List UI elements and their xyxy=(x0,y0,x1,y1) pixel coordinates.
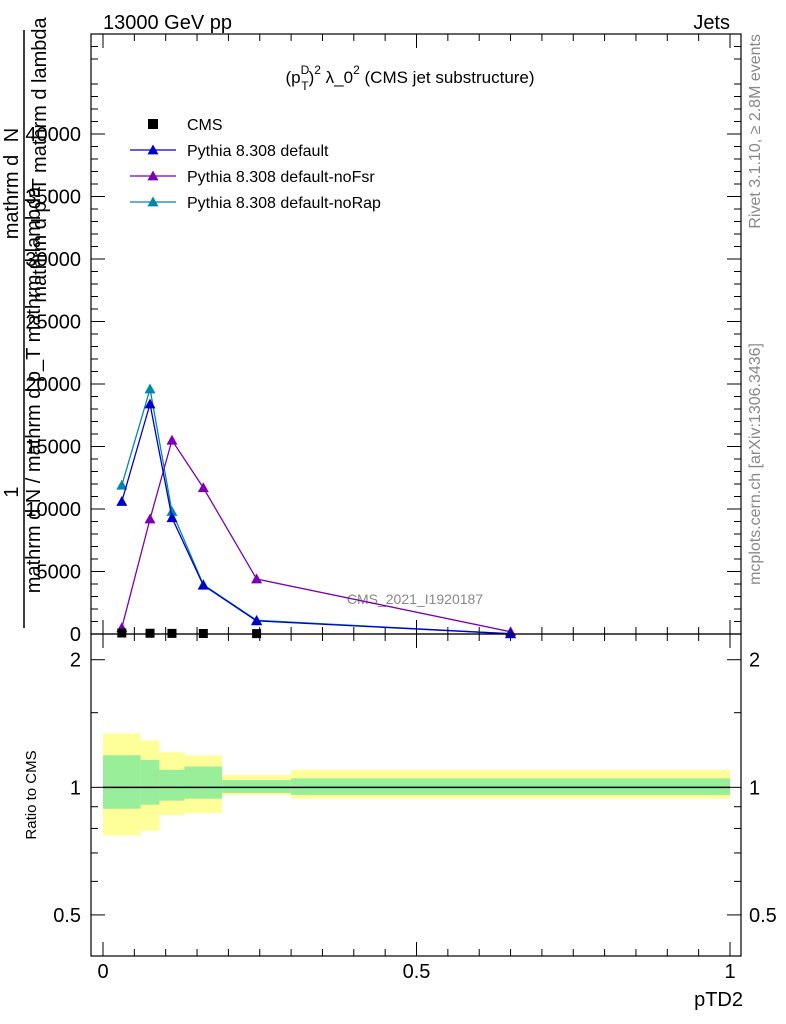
marker-cms xyxy=(117,628,127,638)
legend-marker-pythia-8-308-default-nofsr xyxy=(147,170,159,181)
marker-pythia-8-308-default xyxy=(197,579,209,590)
title-pre: (p xyxy=(285,68,300,87)
header-right: Jets xyxy=(693,12,730,34)
title-post: (CMS jet substructure) xyxy=(360,68,535,87)
mcplots-label: mcplots.cern.ch [arXiv:1306.3436] xyxy=(747,343,764,585)
main-y-tick-label: 40000 xyxy=(25,124,81,146)
ylabel-den2: mathrm d p_T mathrm d lambda xyxy=(29,16,51,302)
legend-marker-pythia-8-308-default xyxy=(147,144,159,155)
main-y-tick-label: 25000 xyxy=(25,312,81,334)
x-tick-label: 1 xyxy=(724,961,735,983)
marker-pythia-8-308-default-norap xyxy=(166,506,178,516)
ratio-y-tick-label-right: 1 xyxy=(749,777,760,799)
ratio-frame xyxy=(90,633,742,957)
marker-pythia-8-308-default-nofsr xyxy=(251,573,263,584)
legend-label-pythia-8-308-default: Pythia 8.308 default xyxy=(187,143,329,160)
legend-marker-cms xyxy=(148,119,158,129)
legend-label-pythia-8-308-default-norap: Pythia 8.308 default-noRap xyxy=(187,195,381,212)
x-axis-label: pTD2 xyxy=(694,989,743,1011)
main-y-tick-label: 15000 xyxy=(25,437,81,459)
marker-cms xyxy=(167,628,177,638)
legend-marker-pythia-8-308-default-norap xyxy=(147,196,159,207)
x-tick-label: 0 xyxy=(97,961,108,983)
green-band-bin xyxy=(159,769,185,801)
main-y-tick-label: 5000 xyxy=(37,562,82,584)
title-sup-d: D xyxy=(301,63,310,77)
ratio-y-tick-label: 0.5 xyxy=(53,905,81,927)
title-sup-2: 2 xyxy=(314,63,321,77)
green-band-bin xyxy=(140,760,160,805)
ylabel-num: mathrm d xyxy=(1,155,23,239)
ratio-y-tick-label: 1 xyxy=(70,777,81,799)
title-sup-2b: 2 xyxy=(353,63,360,77)
marker-pythia-8-308-default-nofsr xyxy=(144,513,156,524)
header-left: 13000 GeV pp xyxy=(103,12,232,34)
marker-pythia-8-308-default xyxy=(505,628,517,639)
green-band-bin xyxy=(184,766,223,799)
ratio-y-tick-label-right: 0.5 xyxy=(749,905,777,927)
marker-pythia-8-308-default-norap xyxy=(116,479,128,490)
marker-pythia-8-308-default xyxy=(251,615,263,626)
plot-title: (pD T)2 λ_02 (CMS jet substructure) xyxy=(285,63,534,93)
green-band-bin xyxy=(222,780,292,793)
legend: CMS Pythia 8.308 default Pythia 8.308 defa… xyxy=(130,117,381,212)
legend-label-pythia-8-308-default-nofsr: Pythia 8.308 default-noFsr xyxy=(187,169,375,186)
main-plot-area xyxy=(91,34,741,634)
x-tick-label: 0.5 xyxy=(403,961,431,983)
marker-pythia-8-308-default xyxy=(166,512,178,523)
ylabel-den: mathrm d N / mathrm d p_T mathrm d lambd… xyxy=(23,186,45,593)
ratio-y-tick-label-right: 2 xyxy=(749,650,760,672)
green-band-bin xyxy=(103,755,141,809)
axes: 0 5000 10000 15000 20000 25000 30000 35000 40000… xyxy=(25,34,777,983)
title-sub-t: T xyxy=(301,79,309,93)
legend-label-cms: CMS xyxy=(187,117,223,134)
main-ylabel: mathrm d N / mathrm d p_T mathrm d lambd… xyxy=(1,16,51,628)
marker-pythia-8-308-default-norap xyxy=(144,383,156,394)
marker-cms xyxy=(145,628,155,638)
main-y-tick-label: 10000 xyxy=(25,499,81,521)
main-y-tick-label: 0 xyxy=(70,624,81,646)
marker-pythia-8-308-default-nofsr xyxy=(197,482,209,493)
title-paren: ) xyxy=(309,68,315,87)
ratio-ylabel: Ratio to CMS xyxy=(23,750,40,839)
main-y-tick-label: 20000 xyxy=(25,374,81,396)
ylabel-num2: N xyxy=(1,128,23,142)
rivet-label: Rivet 3.1.10, ≥ 2.8M events xyxy=(747,34,764,229)
marker-pythia-8-308-default xyxy=(116,496,128,506)
ratio-y-tick-label: 2 xyxy=(70,650,81,672)
watermark: CMS_2021_I1920187 xyxy=(347,591,483,607)
marker-pythia-8-308-default-nofsr xyxy=(166,434,178,445)
main-y-tick-label: 30000 xyxy=(25,249,81,271)
series-line-pythia-8-308-default xyxy=(121,403,511,635)
title-mid: λ_0 xyxy=(321,68,353,87)
ylabel-one: 1 xyxy=(1,486,23,497)
series-line-pythia-8-308-default-nofsr xyxy=(121,438,511,633)
main-y-tick-label: 35000 xyxy=(25,187,81,209)
marker-pythia-8-308-default xyxy=(144,398,156,409)
